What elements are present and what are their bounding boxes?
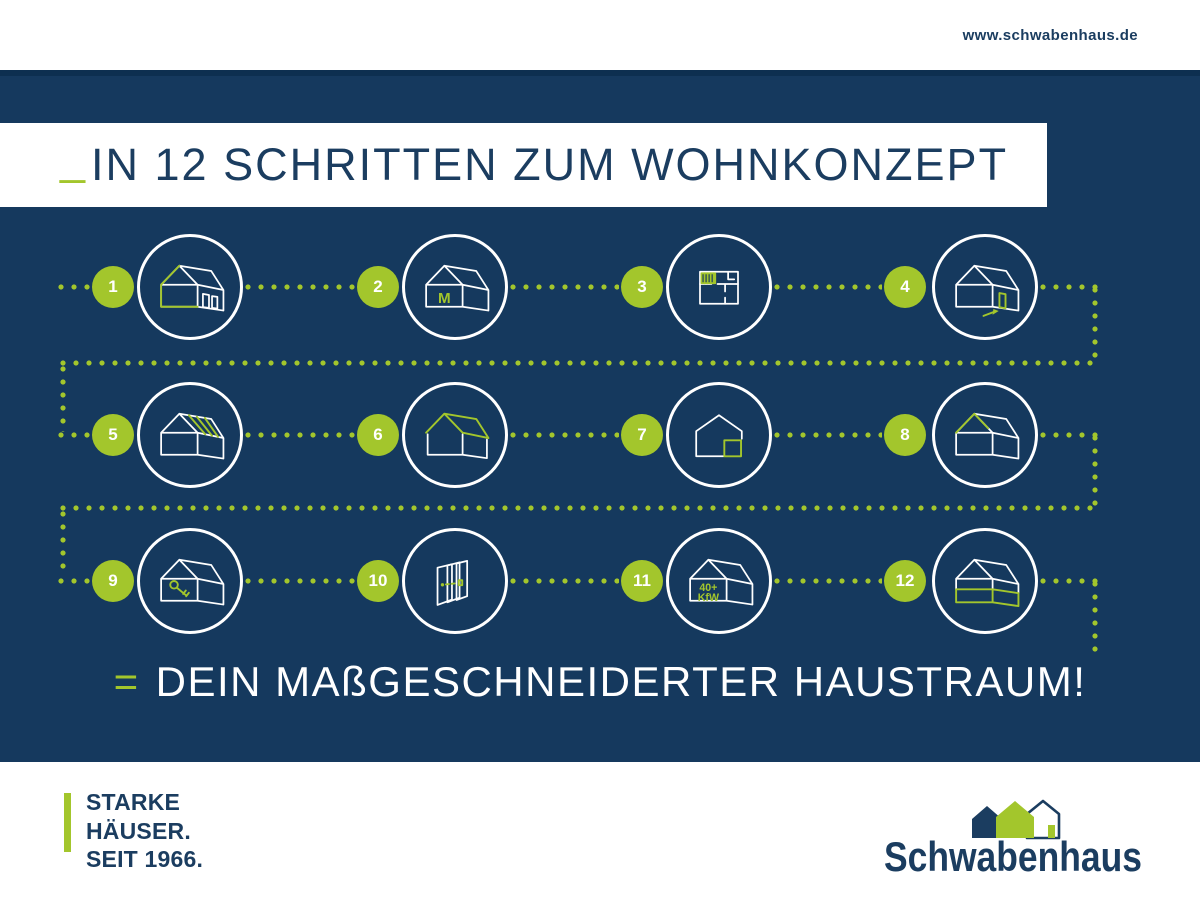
step-circle-8 bbox=[932, 382, 1038, 488]
tagline: STARKE HÄUSER. SEIT 1966. bbox=[86, 788, 203, 874]
tagline-line-1: STARKE bbox=[86, 789, 181, 815]
panel-top-strip bbox=[0, 70, 1200, 76]
dotted-path-segment bbox=[774, 284, 882, 290]
svg-text:M: M bbox=[438, 290, 451, 307]
svg-text:KfW: KfW bbox=[698, 592, 720, 604]
step-circle-10 bbox=[402, 528, 508, 634]
step-circle-6 bbox=[402, 382, 508, 488]
step-circle-9 bbox=[137, 528, 243, 634]
brand-houses-icon bbox=[972, 799, 1061, 840]
dotted-path-segment bbox=[58, 284, 92, 290]
dotted-path-segment bbox=[58, 432, 92, 438]
site-url: www.schwabenhaus.de bbox=[962, 27, 1138, 44]
show-house-icon: M bbox=[425, 264, 490, 312]
dotted-path-segment bbox=[60, 511, 66, 575]
dotted-path-segment bbox=[1092, 287, 1098, 363]
floor-plan-icon bbox=[699, 270, 739, 305]
step-badge-7: 7 bbox=[621, 414, 663, 456]
dotted-path-segment bbox=[1092, 581, 1098, 655]
top-bar: www.schwabenhaus.de bbox=[0, 0, 1200, 70]
page-title: IN 12 SCHRITTEN ZUM WOHNKONZEPT bbox=[91, 139, 1009, 190]
step-badge-10: 10 bbox=[357, 560, 399, 602]
tagline-line-2: HÄUSER. bbox=[86, 817, 191, 844]
step-badge-4: 4 bbox=[884, 266, 926, 308]
step-circle-7 bbox=[666, 382, 772, 488]
step-circle-1 bbox=[137, 234, 243, 340]
dotted-path-segment bbox=[60, 505, 1098, 511]
key-house-icon bbox=[160, 558, 225, 606]
dotted-path-segment bbox=[245, 578, 355, 584]
kfw-house-icon: 40+ KfW bbox=[689, 558, 754, 606]
dotted-path-segment bbox=[510, 578, 619, 584]
result-line: = DEIN MAßGESCHNEIDERTER HAUSTRAUM! bbox=[0, 658, 1200, 706]
result-text: DEIN MAßGESCHNEIDERTER HAUSTRAUM! bbox=[155, 658, 1087, 705]
step-circle-2: M bbox=[402, 234, 508, 340]
step-badge-6: 6 bbox=[357, 414, 399, 456]
step-badge-5: 5 bbox=[92, 414, 134, 456]
gable-edge-house-icon bbox=[955, 412, 1020, 460]
entrance-door-house-icon bbox=[955, 264, 1020, 317]
step-circle-3 bbox=[666, 234, 772, 340]
footer: STARKE HÄUSER. SEIT 1966. Schwabenhaus bbox=[0, 762, 1200, 900]
dotted-path-segment bbox=[60, 360, 1098, 366]
dream-house-icon bbox=[160, 264, 225, 312]
tagline-accent-bar bbox=[64, 793, 71, 852]
green-roof-house-icon bbox=[425, 412, 490, 460]
dotted-path-segment bbox=[1092, 435, 1098, 508]
step-badge-2: 2 bbox=[357, 266, 399, 308]
step-circle-12 bbox=[932, 528, 1038, 634]
dotted-path-segment bbox=[1040, 432, 1098, 438]
step-badge-12: 12 bbox=[884, 560, 926, 602]
house-extension-icon bbox=[695, 414, 743, 458]
dotted-path-segment bbox=[60, 366, 66, 432]
dotted-path-segment bbox=[774, 432, 882, 438]
svg-text:40+: 40+ bbox=[699, 582, 717, 594]
doors-icon bbox=[436, 559, 469, 606]
step-badge-8: 8 bbox=[884, 414, 926, 456]
tagline-line-3: SEIT 1966. bbox=[86, 846, 204, 873]
title-banner: _ IN 12 SCHRITTEN ZUM WOHNKONZEPT bbox=[0, 123, 1047, 207]
step-circle-11: 40+ KfW bbox=[666, 528, 772, 634]
roof-stripes-house-icon bbox=[160, 412, 225, 460]
step-badge-9: 9 bbox=[92, 560, 134, 602]
dotted-path-segment bbox=[510, 284, 619, 290]
dotted-path-segment bbox=[1040, 284, 1098, 290]
title-underscore: _ bbox=[60, 133, 86, 184]
brand-logo: Schwabenhaus bbox=[884, 799, 1142, 878]
dotted-path-segment bbox=[58, 578, 92, 584]
equals-sign: = bbox=[113, 658, 140, 705]
step-badge-3: 3 bbox=[621, 266, 663, 308]
step-circle-4 bbox=[932, 234, 1038, 340]
dotted-path-segment bbox=[1040, 578, 1098, 584]
brand-wordmark: Schwabenhaus bbox=[884, 833, 1142, 878]
dotted-path-segment bbox=[510, 432, 619, 438]
dotted-path-segment bbox=[245, 432, 355, 438]
dotted-path-segment bbox=[774, 578, 882, 584]
step-badge-1: 1 bbox=[92, 266, 134, 308]
step-circle-5 bbox=[137, 382, 243, 488]
main-panel: _ IN 12 SCHRITTEN ZUM WOHNKONZEPT 1 2 3 bbox=[0, 70, 1200, 762]
basement-house-icon bbox=[955, 558, 1020, 608]
dotted-path-segment bbox=[245, 284, 355, 290]
step-badge-11: 11 bbox=[621, 560, 663, 602]
